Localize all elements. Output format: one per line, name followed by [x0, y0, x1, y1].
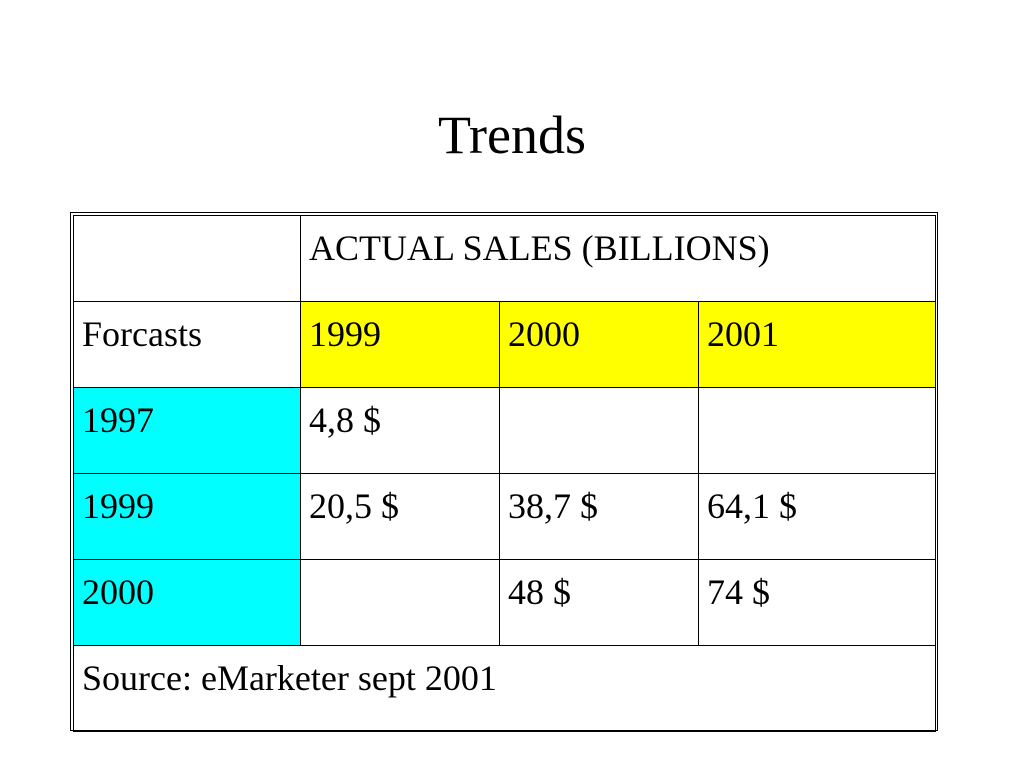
forecasts-label: Forcasts: [73, 301, 301, 388]
forecast-year-cell: 1997: [73, 387, 301, 474]
table-cell: [499, 387, 699, 474]
sales-table: ACTUAL SALES (BILLIONS) Forcasts 1999 20…: [72, 215, 937, 732]
actual-sales-header: ACTUAL SALES (BILLIONS): [299, 215, 937, 302]
table-row: 2000 48 $ 74 $: [73, 559, 937, 646]
sales-table-frame: ACTUAL SALES (BILLIONS) Forcasts 1999 20…: [70, 212, 938, 732]
table-cell: 74 $: [697, 559, 937, 646]
forecast-year-cell: 2000: [73, 559, 301, 646]
year-header-cell: 1999: [300, 301, 500, 388]
table-row: 1999 20,5 $ 38,7 $ 64,1 $: [73, 473, 937, 560]
table-cell: 64,1 $: [697, 473, 937, 560]
table-cell: [697, 387, 937, 474]
table-cell: [300, 559, 500, 646]
table-cell: 48 $: [499, 559, 699, 646]
table-cell: 38,7 $: [499, 473, 699, 560]
source-note: Source: eMarketer sept 2001: [72, 645, 937, 732]
table-cell: 4,8 $: [300, 387, 500, 474]
table-row: 1997 4,8 $: [73, 387, 937, 474]
table-corner-cell: [73, 215, 301, 302]
forecast-year-cell: 1999: [73, 473, 301, 560]
slide-title: Trends: [437, 105, 587, 165]
year-header-cell: 2000: [499, 301, 699, 388]
source-row: Source: eMarketer sept 2001: [72, 645, 937, 732]
table-cell: 20,5 $: [300, 473, 500, 560]
years-row: Forcasts 1999 2000 2001: [73, 301, 937, 388]
year-header-cell: 2001: [697, 301, 937, 388]
table-header-row: ACTUAL SALES (BILLIONS): [73, 215, 937, 302]
